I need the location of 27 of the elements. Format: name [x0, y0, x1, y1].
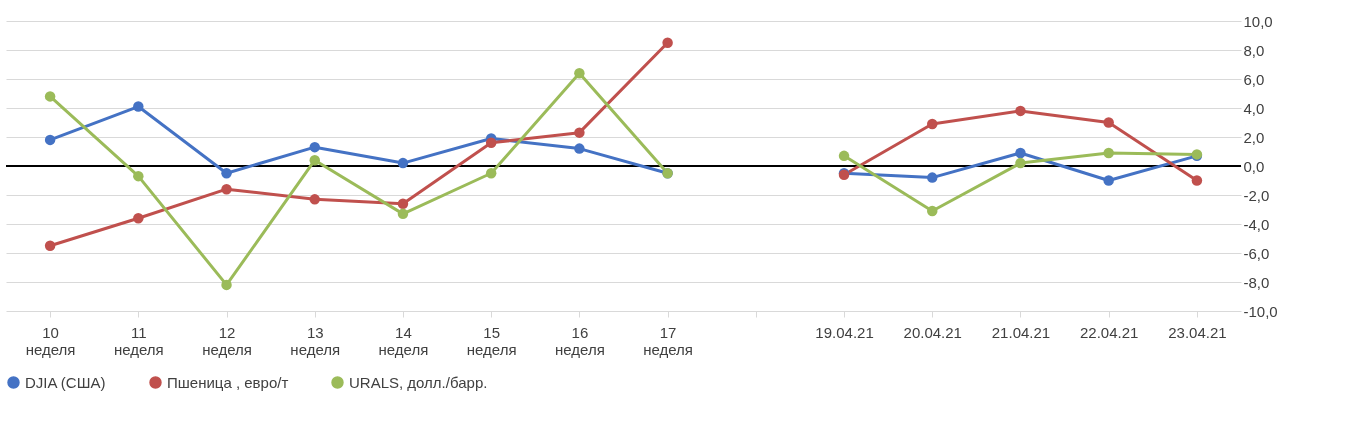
x-tick-label: 17 неделя [643, 323, 693, 358]
y-tick-label: -8,0 [1243, 273, 1270, 291]
x-tick-label: 10 неделя [25, 323, 76, 358]
y-tick-label: -2,0 [1243, 186, 1270, 204]
x-tick-label: 16 неделя [555, 323, 605, 358]
x-tick-label: 12 неделя [202, 323, 252, 358]
legend-label: Пшеница , евро/т [167, 373, 289, 391]
legend-label: URALS, долл./барр. [349, 373, 488, 391]
y-tick-label: -4,0 [1243, 215, 1270, 233]
x-tick-label: 23.04.21 [1168, 323, 1227, 341]
y-tick-label: 0,0 [1243, 157, 1265, 175]
x-tick-label: 22.04.21 [1079, 323, 1139, 341]
y-tick-label: -6,0 [1243, 244, 1270, 262]
x-tick-label: 19.04.21 [815, 323, 874, 341]
x-tick-label: 13 неделя [290, 323, 341, 358]
y-tick-label: -10,0 [1243, 302, 1278, 320]
x-tick-label: 21.04.21 [991, 323, 1051, 341]
y-tick-label: 4,0 [1243, 99, 1265, 117]
legend-label: DJIA (США) [25, 373, 106, 391]
y-tick-label: 8,0 [1243, 41, 1265, 59]
y-tick-label: 6,0 [1243, 70, 1265, 88]
y-tick-label: 10,0 [1243, 12, 1273, 30]
x-tick-label: 14 неделя [378, 323, 429, 358]
x-tick-label: 11 неделя [113, 323, 164, 358]
y-tick-label: 2,0 [1243, 128, 1265, 146]
x-tick-label: 20.04.21 [903, 323, 962, 341]
x-tick-label: 15 неделя [466, 323, 517, 358]
